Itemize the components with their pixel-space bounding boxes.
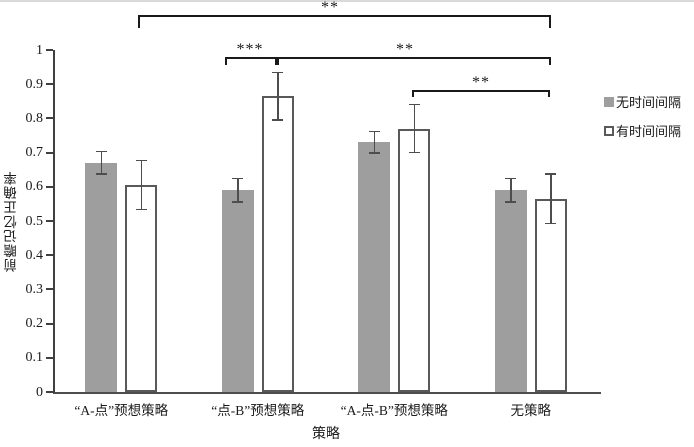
- error-bar-line: [373, 131, 375, 153]
- y-axis-tick: [46, 288, 53, 291]
- error-bar-cap: [272, 119, 284, 121]
- error-bar-line: [510, 178, 512, 202]
- legend-filled-square-icon: [604, 96, 614, 107]
- significance-bracket-tick: [137, 15, 140, 28]
- bar-no-interval-group4: [494, 190, 527, 392]
- y-tick-label: 0.3: [25, 281, 44, 297]
- legend-label-with-interval: 有时间间隔: [616, 124, 682, 139]
- y-axis-tick: [46, 151, 53, 154]
- significance-label: **: [396, 41, 414, 58]
- y-tick-label: 0.8: [25, 110, 44, 126]
- error-bar-cap: [545, 222, 557, 225]
- bar-with-interval-group1: [125, 185, 158, 392]
- y-axis-tick: [46, 322, 53, 325]
- error-bar-cap: [135, 208, 147, 211]
- legend-label-no-interval: 无时间间隔: [616, 95, 682, 110]
- significance-bracket-tick: [548, 90, 550, 97]
- significance-bracket-line: [225, 57, 277, 59]
- significance-bracket-tick: [225, 57, 227, 65]
- y-tick-label: 0.6: [25, 179, 44, 195]
- significance-bracket-tick: [277, 57, 279, 65]
- x-axis-title: 策略: [312, 427, 340, 442]
- error-bar-line: [100, 151, 102, 175]
- bar-with-interval-group4: [534, 198, 567, 392]
- significance-bracket-tick: [548, 15, 551, 28]
- significance-label: ***: [236, 41, 264, 58]
- significance-bracket-line: [137, 15, 551, 17]
- significance-bracket-line: [412, 90, 550, 92]
- error-bar-cap: [408, 103, 420, 106]
- legend: 无时间间隔 有时间间隔: [604, 92, 681, 150]
- significance-label: **: [321, 0, 339, 16]
- error-bar-cap: [95, 150, 107, 153]
- error-bar-cap: [408, 151, 420, 154]
- y-axis-tick: [46, 254, 53, 257]
- bar-no-interval-group1: [85, 162, 118, 392]
- bar-with-interval-group3: [398, 128, 431, 392]
- top-border-line: [0, 0, 694, 2]
- significance-bracket-tick: [275, 57, 277, 65]
- error-bar-cap: [95, 173, 107, 175]
- significance-bracket-line: [277, 57, 551, 59]
- error-bar-cap: [232, 201, 244, 203]
- significance-label: **: [472, 74, 490, 91]
- error-bar-line: [277, 72, 279, 120]
- y-axis-tick: [46, 49, 53, 51]
- y-axis-tick: [46, 356, 53, 359]
- x-category-label: “点-B”预想策略: [211, 403, 305, 418]
- error-bar-line: [140, 160, 142, 210]
- x-category-label: “A-点-B”预想策略: [340, 403, 448, 418]
- bar-with-interval-group2: [261, 96, 294, 392]
- y-tick-label: 0.7: [25, 145, 44, 161]
- error-bar-cap: [505, 177, 517, 180]
- legend-item-no-interval: 无时间间隔: [604, 92, 681, 111]
- legend-open-square-icon: [604, 125, 614, 136]
- y-tick-label: 0.2: [25, 316, 44, 332]
- error-bar-line: [413, 104, 415, 153]
- y-axis-tick: [46, 185, 53, 188]
- error-bar-line: [237, 178, 239, 202]
- y-tick-label: 0.4: [25, 247, 44, 263]
- error-bar-cap: [368, 130, 380, 133]
- y-tick-label: 0: [36, 384, 43, 400]
- plot-area: [53, 50, 601, 394]
- error-bar-cap: [232, 177, 244, 180]
- error-bar-cap: [272, 71, 284, 74]
- error-bar-cap: [135, 159, 147, 162]
- significance-bracket-tick: [412, 90, 414, 97]
- y-axis-tick: [46, 220, 53, 222]
- y-tick-label: 0.1: [25, 350, 44, 366]
- bar-no-interval-group2: [221, 190, 254, 392]
- error-bar-cap: [368, 152, 380, 154]
- y-axis-tick: [46, 117, 53, 120]
- error-bar-cap: [505, 201, 517, 203]
- bar-no-interval-group3: [358, 142, 391, 392]
- significance-bracket-tick: [548, 57, 551, 65]
- y-tick-label: 1: [36, 42, 43, 58]
- y-tick-label: 0.5: [25, 213, 44, 229]
- y-tick-label: 0.9: [25, 76, 44, 92]
- error-bar-cap: [545, 173, 557, 175]
- error-bar-line: [550, 174, 552, 224]
- y-axis-tick: [46, 391, 53, 393]
- x-category-label: 无策略: [510, 403, 552, 418]
- legend-item-with-interval: 有时间间隔: [604, 121, 681, 140]
- y-axis-tick: [46, 83, 53, 86]
- x-category-label: “A-点”预想策略: [74, 403, 169, 418]
